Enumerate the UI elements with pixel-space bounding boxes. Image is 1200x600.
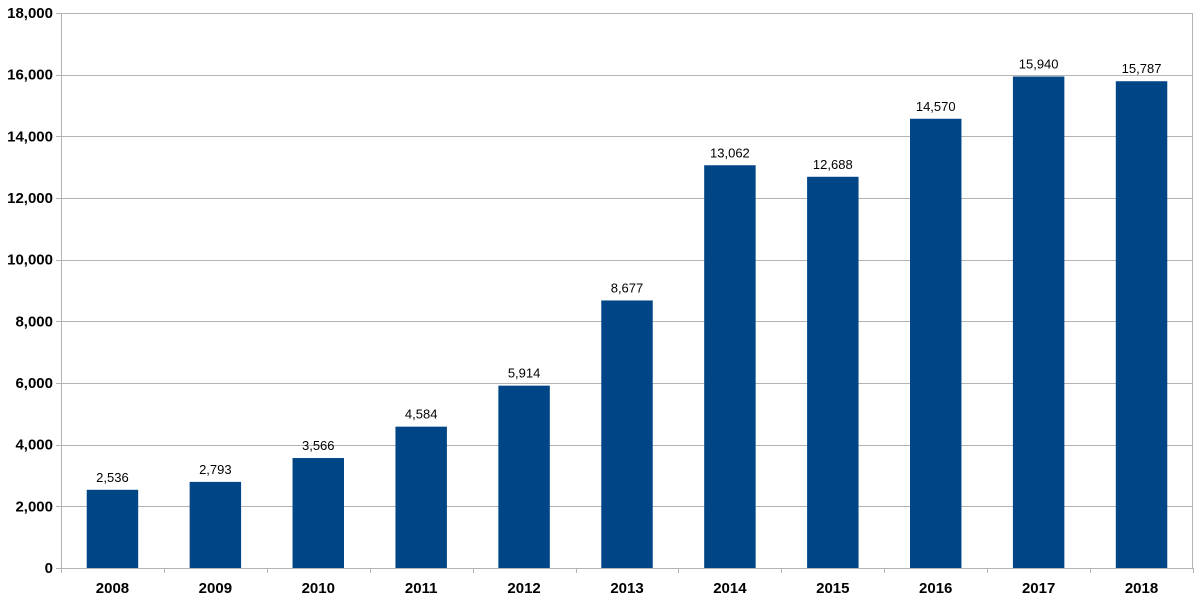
data-label: 15,787 xyxy=(1122,61,1162,76)
y-tick-label: 4,000 xyxy=(15,437,53,454)
x-tick-label: 2011 xyxy=(405,580,438,597)
data-label: 4,584 xyxy=(405,407,438,422)
data-label: 5,914 xyxy=(508,366,541,381)
y-tick-label: 8,000 xyxy=(15,313,53,330)
x-tick-label: 2012 xyxy=(507,580,540,597)
x-tick-label: 2010 xyxy=(302,580,335,597)
data-label: 2,536 xyxy=(96,470,129,485)
bar-2008 xyxy=(86,489,139,568)
bars xyxy=(86,76,1168,569)
data-label: 8,677 xyxy=(611,280,644,295)
data-label: 2,793 xyxy=(199,462,232,477)
bar-2017 xyxy=(1012,76,1065,569)
x-tick-label: 2008 xyxy=(96,580,129,597)
bar-2016 xyxy=(910,118,962,568)
bar-2010 xyxy=(292,458,344,568)
bar-2018 xyxy=(1115,81,1168,569)
y-tick-label: 0 xyxy=(45,560,53,577)
data-label: 15,940 xyxy=(1019,57,1059,72)
bar-2013 xyxy=(601,300,653,568)
bar-2014 xyxy=(704,165,756,568)
bar-2012 xyxy=(498,385,550,568)
x-tick-label: 2016 xyxy=(919,580,952,597)
data-label: 14,570 xyxy=(916,99,956,114)
x-tick-label: 2014 xyxy=(713,580,747,597)
y-tick-label: 12,000 xyxy=(7,190,53,207)
x-tick-label: 2017 xyxy=(1022,580,1055,597)
bar-2015 xyxy=(807,176,859,568)
data-label: 3,566 xyxy=(302,438,335,453)
x-tick-label: 2018 xyxy=(1125,580,1158,597)
y-tick-label: 6,000 xyxy=(15,375,53,392)
y-tick-label: 10,000 xyxy=(7,252,53,269)
bar-2009 xyxy=(189,481,242,568)
x-tick-label: 2009 xyxy=(199,580,232,597)
labels: 0 2,000 4,000 6,000 8,000 10,000 12,000 14,000 1… xyxy=(7,5,1161,597)
x-tick-label: 2015 xyxy=(816,580,849,597)
data-label: 13,062 xyxy=(710,145,750,160)
y-tick-label: 18,000 xyxy=(7,5,53,22)
data-label: 12,688 xyxy=(813,157,853,172)
y-tick-label: 2,000 xyxy=(15,498,53,515)
axes xyxy=(56,13,1194,573)
y-tick-label: 14,000 xyxy=(7,128,53,145)
bar-2011 xyxy=(395,426,447,568)
x-tick-label: 2013 xyxy=(610,580,643,597)
y-tick-label: 16,000 xyxy=(7,67,53,84)
